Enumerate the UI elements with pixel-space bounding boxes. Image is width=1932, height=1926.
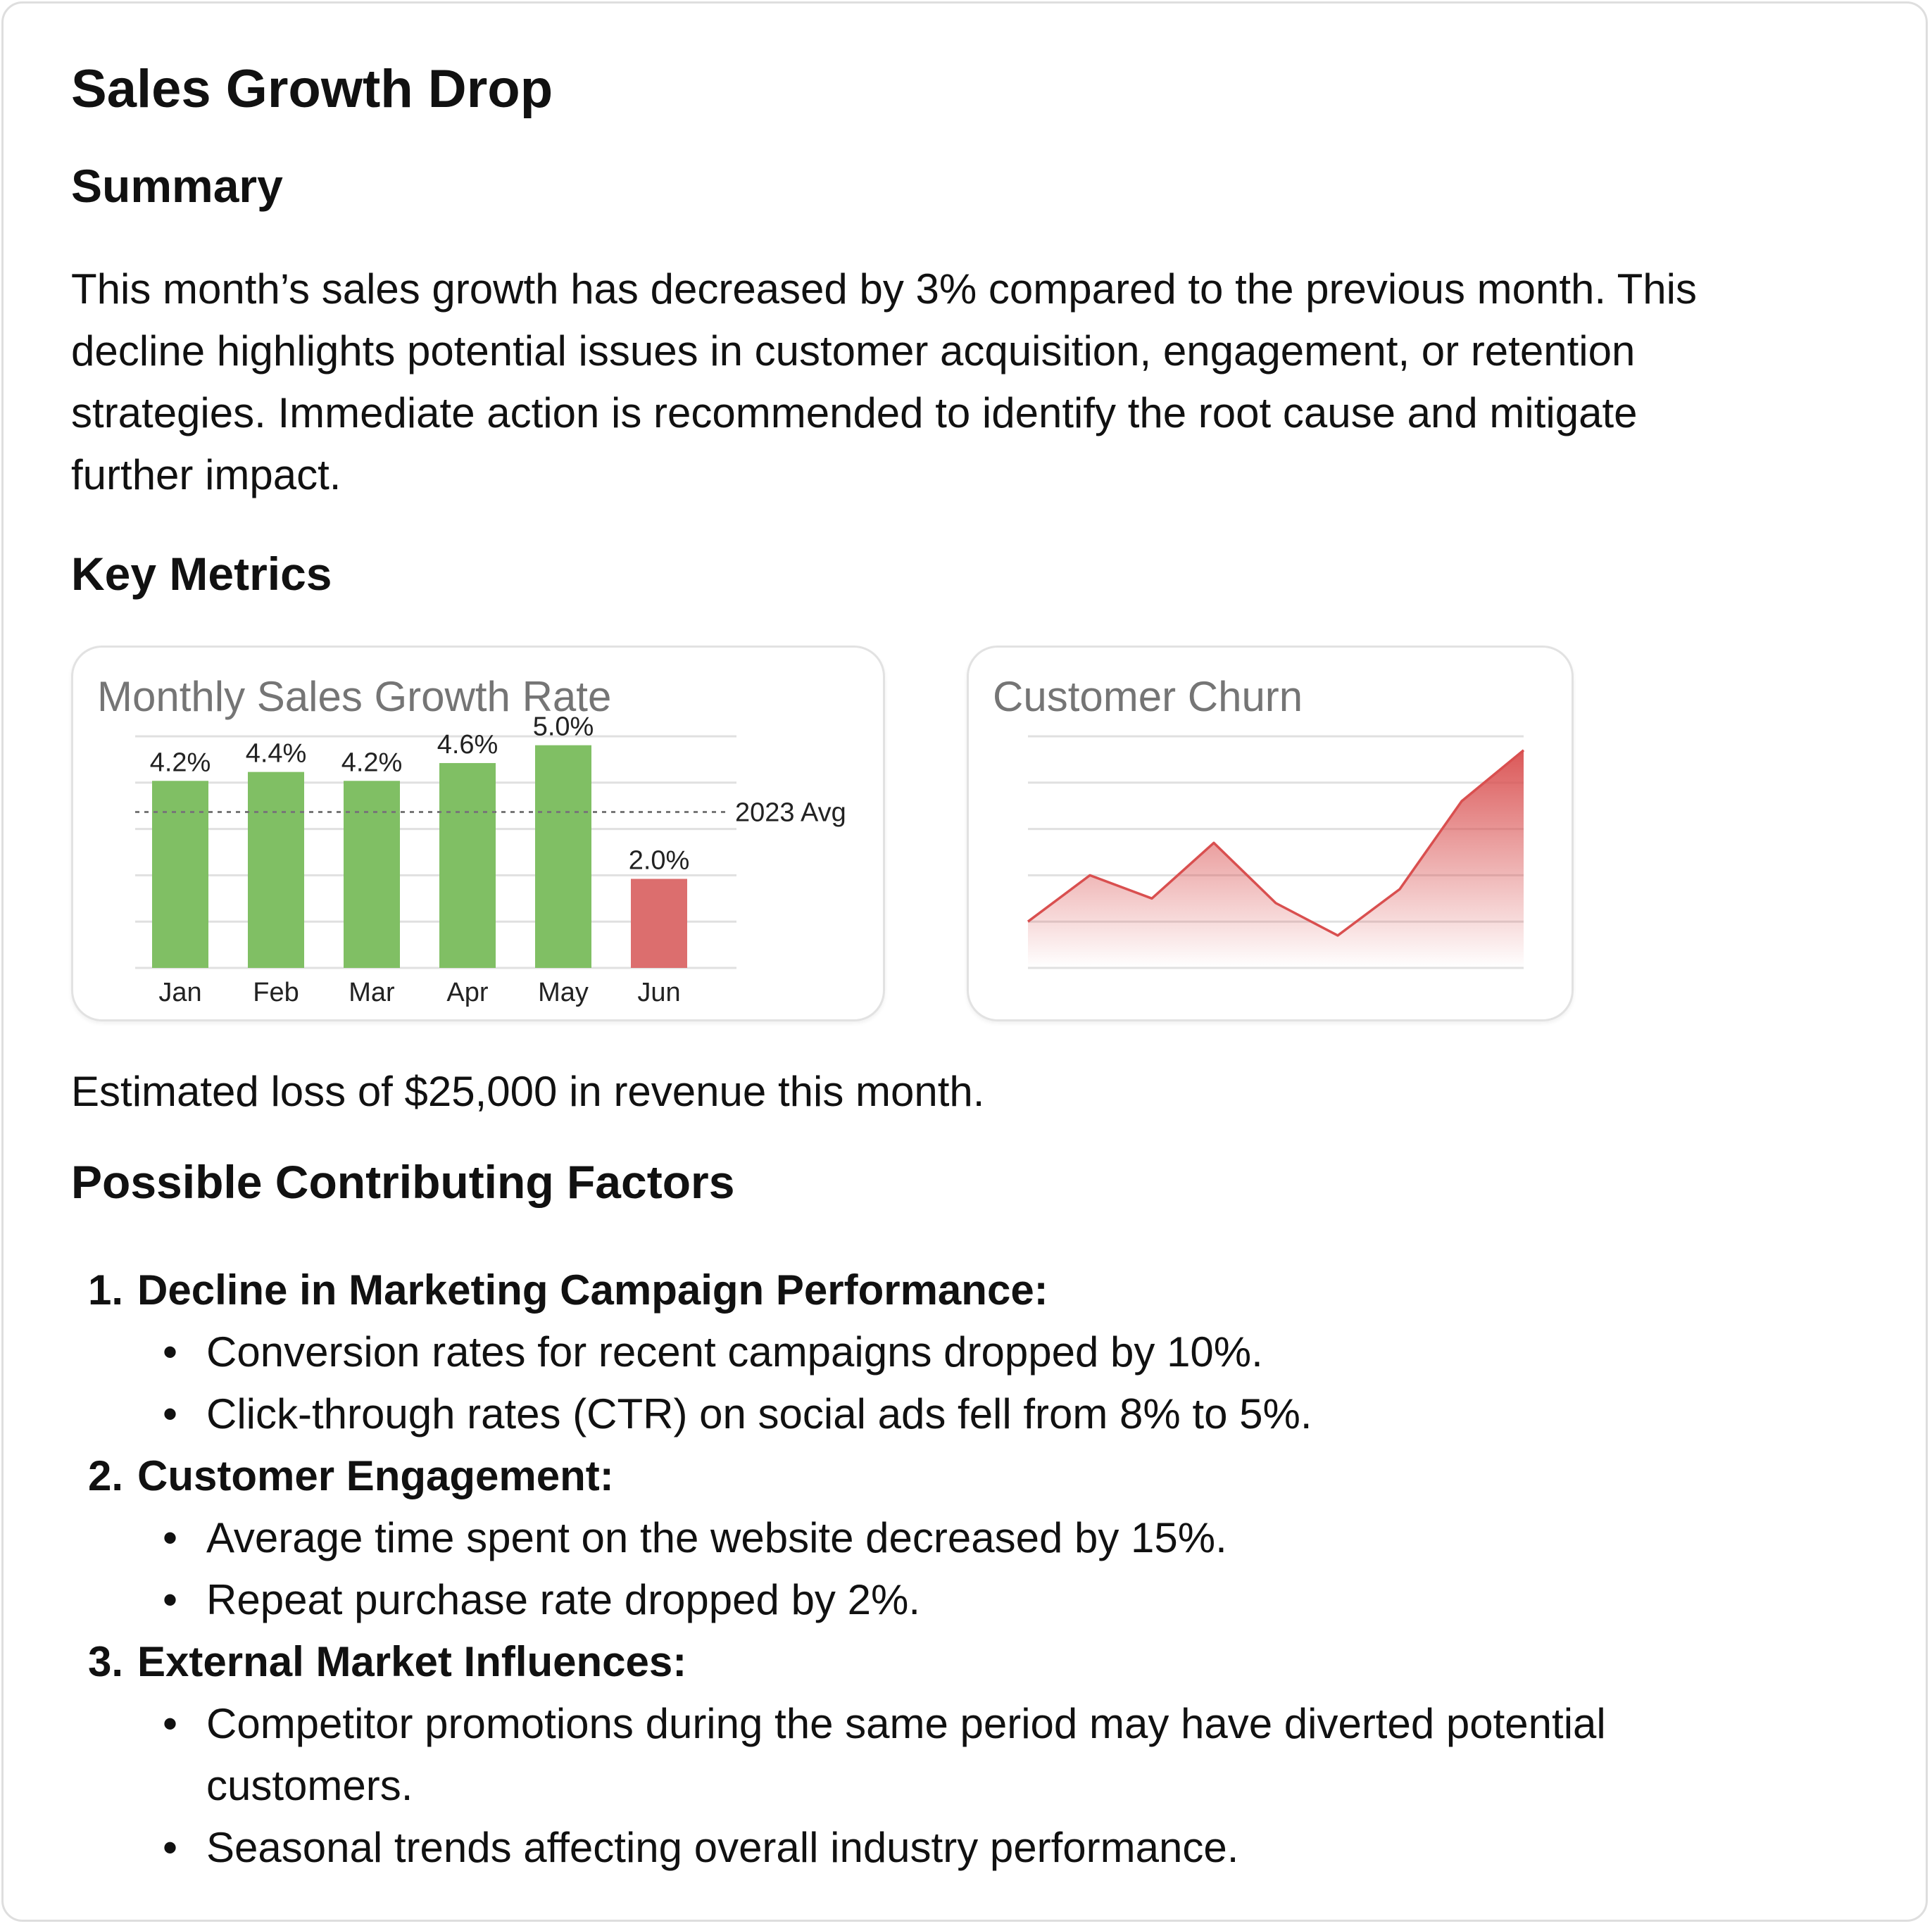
key-metrics-heading: Key Metrics [71,548,332,600]
x-tick-label: Apr [446,978,488,1007]
data-label: 4.2% [150,748,211,777]
x-tick-label: Mar [349,978,395,1007]
factor-number: 1. [87,1266,123,1314]
summary-line: decline highlights potential issues in c… [71,327,1636,374]
factor-title: Customer Engagement: [137,1452,614,1499]
bar-feb [248,772,304,968]
bullet-dot: • [163,1390,178,1437]
data-label: 5.0% [533,712,594,742]
data-label: 4.4% [246,739,307,769]
summary-line: This month’s sales growth has decreased … [71,265,1697,313]
bullet-dot: • [163,1328,178,1376]
x-tick-label: May [538,978,589,1007]
sales-growth-chart-title: Monthly Sales Growth Rate [97,673,612,720]
churn-line [1027,749,1525,937]
bullet-dot: • [163,1824,178,1871]
bullet-text: Repeat purchase rate dropped by 2%. [206,1576,920,1623]
factor-title: External Market Influences: [137,1638,687,1685]
bar-mar [344,781,400,968]
churn-area [1028,750,1524,968]
summary-heading: Summary [71,160,283,212]
x-tick-label: Feb [253,978,299,1007]
bar-jun [631,879,687,968]
sales-growth-card: Monthly Sales Growth Rate 4.2% Jan 4.4% Feb… [71,646,885,1021]
page-title: Sales Growth Drop [71,59,553,119]
bar-apr [439,762,496,968]
factor-title: Decline in Marketing Campaign Performanc… [137,1266,1048,1314]
revenue-loss-text: Estimated loss of $25,000 in revenue thi… [71,1068,985,1115]
bullet-dot: • [163,1514,178,1561]
bullet-text: customers. [206,1762,413,1809]
x-tick-label: Jun [637,978,680,1007]
bullet-dot: • [163,1700,178,1747]
bullet-text: Competitor promotions during the same pe… [206,1700,1606,1747]
summary-line: strategies. Immediate action is recommen… [71,389,1638,436]
x-tick-label: Jan [158,978,201,1007]
factor-number: 2. [87,1452,123,1499]
bullet-dot: • [163,1576,178,1623]
bullet-text: Average time spent on the website decrea… [206,1514,1227,1561]
data-label: 4.6% [437,730,498,760]
factor-number: 3. [87,1638,123,1685]
average-reference-label: 2023 Avg [735,798,846,828]
bullet-text: Seasonal trends affecting overall indust… [206,1824,1239,1871]
customer-churn-area-chart [1027,735,1525,969]
sales-growth-bar-chart: 4.2% Jan 4.4% Feb 4.2% Mar 4.6% Apr 5.0% May 2.0% J… [135,712,846,1007]
bar-may [535,745,591,968]
customer-churn-card: Customer Churn [967,646,1574,1021]
summary-line: further impact. [71,451,341,498]
customer-churn-chart-title: Customer Churn [993,673,1303,720]
bar-jan [152,781,208,968]
factors-heading: Possible Contributing Factors [71,1156,735,1208]
data-label: 2.0% [629,845,690,875]
summary-paragraph: This month’s sales growth has decreased … [71,258,1888,506]
data-label: 4.2% [341,748,403,777]
bullet-text: Conversion rates for recent campaigns dr… [206,1328,1263,1376]
bullet-text: Click-through rates (CTR) on social ads … [206,1390,1312,1437]
